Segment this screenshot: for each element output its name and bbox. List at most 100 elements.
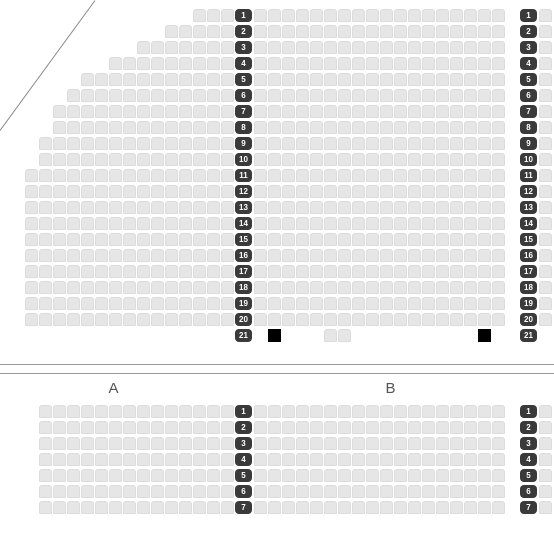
seat[interactable] bbox=[380, 201, 393, 214]
seat[interactable] bbox=[53, 233, 66, 246]
seat[interactable] bbox=[268, 469, 281, 482]
seat[interactable] bbox=[338, 9, 351, 22]
seat[interactable] bbox=[254, 453, 267, 466]
seat[interactable] bbox=[25, 249, 38, 262]
seat[interactable] bbox=[296, 217, 309, 230]
seat[interactable] bbox=[324, 169, 337, 182]
seat[interactable] bbox=[151, 217, 164, 230]
seat[interactable] bbox=[478, 217, 491, 230]
seat[interactable] bbox=[436, 281, 449, 294]
seat[interactable] bbox=[450, 405, 463, 418]
seat[interactable] bbox=[221, 137, 234, 150]
seat[interactable] bbox=[450, 41, 463, 54]
seat[interactable] bbox=[436, 437, 449, 450]
seat[interactable] bbox=[193, 437, 206, 450]
seat[interactable] bbox=[324, 9, 337, 22]
seat[interactable] bbox=[67, 297, 80, 310]
seat[interactable] bbox=[193, 137, 206, 150]
seat[interactable] bbox=[394, 121, 407, 134]
seat[interactable] bbox=[221, 265, 234, 278]
seat[interactable] bbox=[254, 25, 267, 38]
seat[interactable] bbox=[254, 469, 267, 482]
seat[interactable] bbox=[310, 41, 323, 54]
seat[interactable] bbox=[450, 201, 463, 214]
seat[interactable] bbox=[137, 73, 150, 86]
seat[interactable] bbox=[193, 421, 206, 434]
seat[interactable] bbox=[282, 501, 295, 514]
seat[interactable] bbox=[408, 217, 421, 230]
seat[interactable] bbox=[254, 437, 267, 450]
seat[interactable] bbox=[165, 249, 178, 262]
seat[interactable] bbox=[268, 453, 281, 466]
seat[interactable] bbox=[123, 137, 136, 150]
seat[interactable] bbox=[67, 105, 80, 118]
seat[interactable] bbox=[137, 421, 150, 434]
seat[interactable] bbox=[207, 469, 220, 482]
seat[interactable] bbox=[53, 153, 66, 166]
seat[interactable] bbox=[338, 501, 351, 514]
seat[interactable] bbox=[380, 313, 393, 326]
seat[interactable] bbox=[137, 501, 150, 514]
seat[interactable] bbox=[81, 485, 94, 498]
seat[interactable] bbox=[221, 249, 234, 262]
seat[interactable] bbox=[422, 405, 435, 418]
seat[interactable] bbox=[179, 437, 192, 450]
seat[interactable] bbox=[282, 437, 295, 450]
seat[interactable] bbox=[366, 41, 379, 54]
seat[interactable] bbox=[478, 105, 491, 118]
seat[interactable] bbox=[179, 421, 192, 434]
seat[interactable] bbox=[539, 105, 552, 118]
seat[interactable] bbox=[310, 201, 323, 214]
seat[interactable] bbox=[380, 405, 393, 418]
seat[interactable] bbox=[207, 297, 220, 310]
seat[interactable] bbox=[539, 41, 552, 54]
seat[interactable] bbox=[81, 249, 94, 262]
seat[interactable] bbox=[478, 469, 491, 482]
seat[interactable] bbox=[109, 437, 122, 450]
seat[interactable] bbox=[450, 57, 463, 70]
seat[interactable] bbox=[310, 233, 323, 246]
seat[interactable] bbox=[296, 437, 309, 450]
seat[interactable] bbox=[436, 313, 449, 326]
seat[interactable] bbox=[81, 405, 94, 418]
seat[interactable] bbox=[282, 313, 295, 326]
seat[interactable] bbox=[137, 453, 150, 466]
seat[interactable] bbox=[165, 105, 178, 118]
seat[interactable] bbox=[221, 153, 234, 166]
seat[interactable] bbox=[95, 281, 108, 294]
seat[interactable] bbox=[109, 405, 122, 418]
seat[interactable] bbox=[539, 281, 552, 294]
seat[interactable] bbox=[324, 105, 337, 118]
seat[interactable] bbox=[366, 105, 379, 118]
seat[interactable] bbox=[81, 233, 94, 246]
seat[interactable] bbox=[422, 105, 435, 118]
seat[interactable] bbox=[268, 89, 281, 102]
seat[interactable] bbox=[310, 9, 323, 22]
seat[interactable] bbox=[324, 405, 337, 418]
seat[interactable] bbox=[310, 57, 323, 70]
seat[interactable] bbox=[165, 73, 178, 86]
seat[interactable] bbox=[123, 265, 136, 278]
seat[interactable] bbox=[254, 201, 267, 214]
seat[interactable] bbox=[450, 421, 463, 434]
seat[interactable] bbox=[310, 405, 323, 418]
seat[interactable] bbox=[478, 501, 491, 514]
seat[interactable] bbox=[366, 233, 379, 246]
seat[interactable] bbox=[422, 313, 435, 326]
seat[interactable] bbox=[366, 453, 379, 466]
seat[interactable] bbox=[53, 469, 66, 482]
seat[interactable] bbox=[464, 217, 477, 230]
seat[interactable] bbox=[193, 41, 206, 54]
seat[interactable] bbox=[53, 281, 66, 294]
seat[interactable] bbox=[408, 89, 421, 102]
seat[interactable] bbox=[352, 453, 365, 466]
seat[interactable] bbox=[221, 57, 234, 70]
seat[interactable] bbox=[492, 313, 505, 326]
seat[interactable] bbox=[123, 297, 136, 310]
seat[interactable] bbox=[422, 185, 435, 198]
seat[interactable] bbox=[478, 405, 491, 418]
seat[interactable] bbox=[137, 137, 150, 150]
seat[interactable] bbox=[539, 453, 552, 466]
seat[interactable] bbox=[81, 121, 94, 134]
seat[interactable] bbox=[539, 9, 552, 22]
